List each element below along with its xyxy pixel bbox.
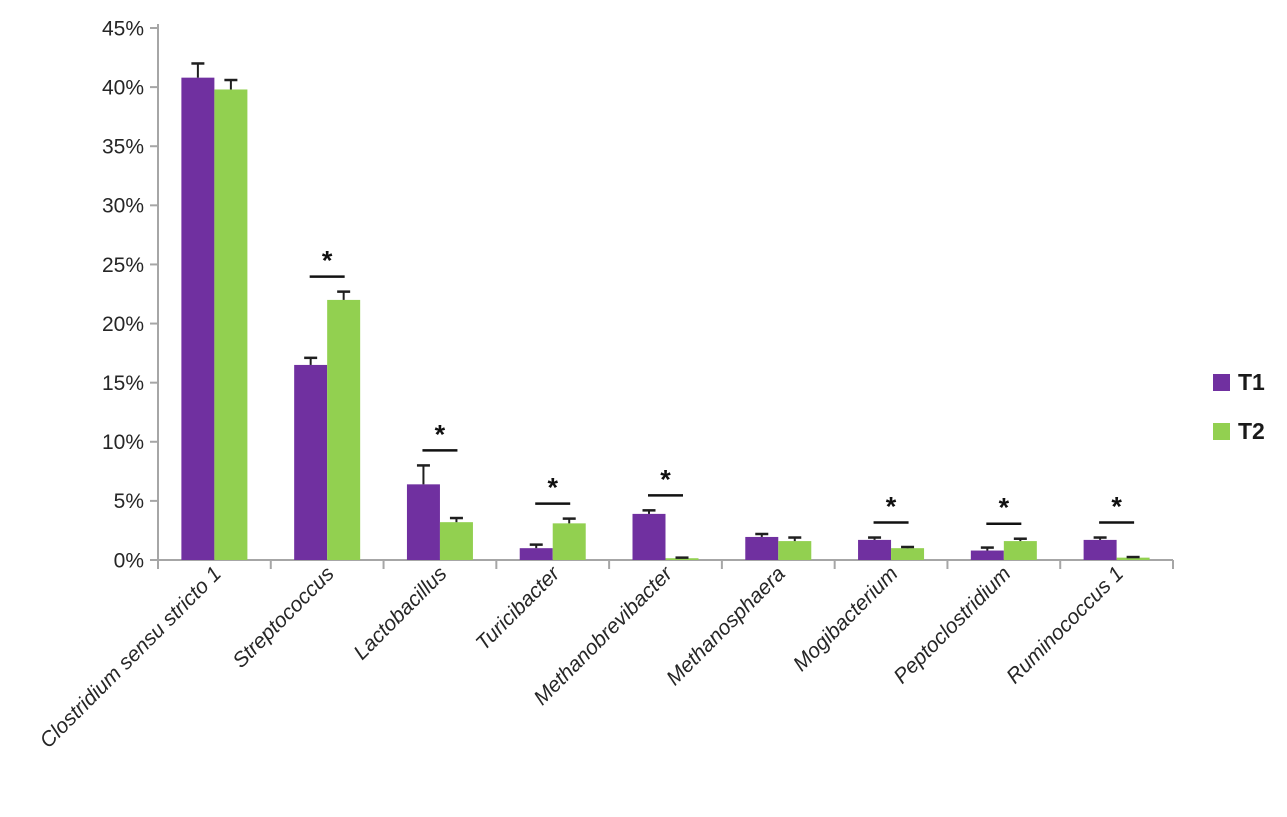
significance-asterisk: * (1111, 492, 1122, 522)
y-tick-label: 20% (102, 313, 144, 336)
category-label: Ruminococcus 1 (1002, 562, 1128, 688)
bar-t2 (778, 541, 812, 560)
t2-color-swatch (1213, 422, 1230, 440)
bar-t1 (970, 550, 1004, 560)
y-tick-label: 0% (114, 549, 144, 572)
legend-label-t2: T2 (1238, 417, 1265, 444)
category-label: Peptoclostridium (889, 562, 1015, 688)
y-tick-label: 35% (102, 136, 144, 159)
category-label: Streptococcus (228, 562, 339, 673)
y-tick-label: 40% (102, 76, 144, 99)
significance-asterisk: * (999, 493, 1010, 523)
category-label: Mogibacterium (789, 562, 903, 676)
bar-t2 (327, 299, 361, 560)
category-label: Clostridium sensu stricto 1 (36, 562, 226, 752)
y-tick-label: 10% (102, 431, 144, 454)
bar-t1 (745, 536, 779, 560)
significance-asterisk: * (886, 492, 897, 522)
significance-asterisk: * (435, 419, 446, 449)
bar-t1 (1083, 539, 1117, 560)
category-label: Turicibacter (472, 562, 565, 655)
y-tick-label: 25% (102, 254, 144, 277)
y-tick-label: 15% (102, 372, 144, 395)
significance-asterisk: * (547, 473, 558, 503)
bar-t1 (294, 364, 328, 560)
y-tick-label: 5% (114, 490, 144, 513)
bar-t2 (891, 548, 925, 560)
bar-t1 (858, 539, 892, 560)
significance-asterisk: * (660, 464, 671, 494)
bar-t2 (1003, 541, 1037, 560)
bar-t2 (665, 558, 699, 560)
y-tick-label: 45% (102, 17, 144, 40)
legend: T1 T2 (1213, 370, 1265, 468)
bar-t2 (1116, 557, 1150, 560)
category-label: Lactobacillus (349, 562, 451, 664)
significance-asterisk: * (322, 246, 333, 276)
bar-t1 (406, 484, 440, 560)
legend-label-t1: T1 (1238, 368, 1265, 395)
legend-item-t2: T2 (1213, 419, 1265, 443)
bar-t2 (439, 522, 473, 560)
bar-t1 (181, 77, 215, 561)
bar-t2 (214, 89, 248, 560)
bar-t2 (552, 523, 586, 560)
y-tick-label: 30% (102, 195, 144, 218)
category-label: Methanosphaera (662, 562, 790, 690)
bar-t1 (519, 548, 553, 560)
legend-item-t1: T1 (1213, 370, 1265, 394)
bar-t1 (632, 513, 666, 560)
t1-color-swatch (1213, 373, 1230, 391)
